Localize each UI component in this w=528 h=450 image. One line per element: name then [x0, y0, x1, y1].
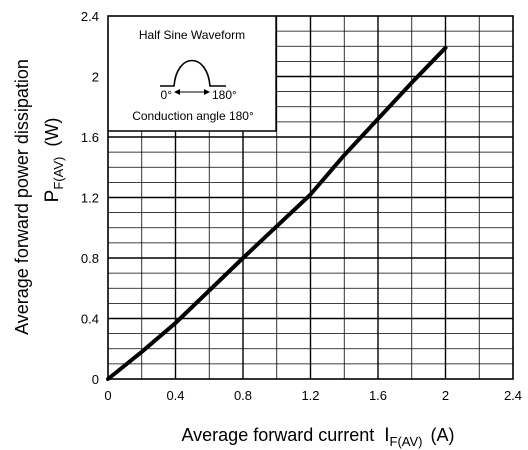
tick-labels: 0 0.4 0.8 1.2 1.6 2 2.4 0 0.4 0.8 1.2 1.6 2 2.4 — [81, 9, 522, 403]
inset-right-label: 180° — [212, 88, 237, 102]
series — [106, 45, 448, 381]
y-axis-title-line2: PF(AV)(W) — [42, 118, 66, 203]
x-tick-label: 0.8 — [234, 388, 252, 403]
inset-left-label: 0° — [161, 88, 173, 102]
plot-frame — [107, 15, 514, 380]
series-line — [106, 45, 448, 381]
inset-border — [108, 16, 277, 132]
plot-border — [107, 15, 514, 380]
y-axis-title-line1: Average forward power dissipation — [12, 59, 32, 335]
grid — [108, 16, 513, 379]
arrow-right-icon — [204, 89, 210, 95]
y-tick-label: 2.4 — [81, 9, 99, 24]
y-tick-label: 1.2 — [81, 191, 99, 206]
x-tick-label: 1.6 — [369, 388, 387, 403]
x-tick-label: 2 — [442, 388, 449, 403]
waveform-inset: Half Sine Waveform 0° 180° Conduction an… — [108, 16, 276, 131]
x-tick-label: 0 — [104, 388, 111, 403]
half-sine-waveform-icon — [160, 59, 226, 87]
y-tick-label: 0 — [92, 372, 99, 387]
y-tick-label: 1.6 — [81, 130, 99, 145]
inset-caption: Conduction angle 180° — [132, 109, 254, 123]
arrow-left-icon — [174, 89, 180, 95]
y-tick-label: 0.8 — [81, 251, 99, 266]
x-tick-label: 2.4 — [504, 388, 522, 403]
x-axis-title: Average forward current IF(AV) (A) — [181, 425, 454, 449]
y-tick-label: 0.4 — [81, 312, 99, 327]
inset-title: Half Sine Waveform — [139, 28, 245, 42]
x-tick-label: 1.2 — [301, 388, 319, 403]
x-tick-label: 0.4 — [166, 388, 184, 403]
y-tick-label: 2 — [92, 70, 99, 85]
